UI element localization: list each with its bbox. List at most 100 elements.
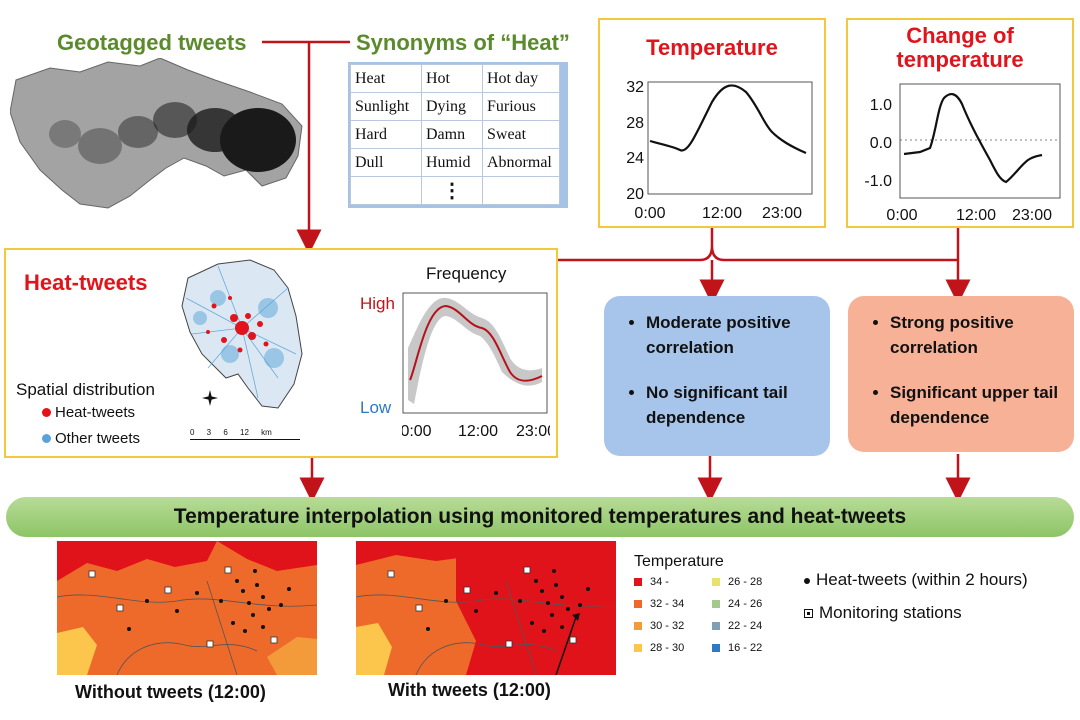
frequency-confidence-band xyxy=(408,297,542,404)
y-tick: 20 xyxy=(626,186,644,203)
legend-heat-label: Heat-tweets xyxy=(55,404,136,421)
change-of-temperature-panel: Change of temperature 1.0 0.0 -1.0 0:00 … xyxy=(846,18,1074,228)
caption-without-tweets: Without tweets (12:00) xyxy=(75,682,266,702)
temperature-curve xyxy=(649,84,807,155)
scale-bar-line xyxy=(190,439,300,440)
y-tick: 0.0 xyxy=(870,135,892,152)
geotagged-tweets-title: Geotagged tweets xyxy=(57,30,247,55)
frequency-title: Frequency xyxy=(426,264,507,283)
temperature-legend-right: 26 - 28 24 - 26 22 - 24 16 - 22 xyxy=(712,576,792,666)
monitoring-stations-label: Monitoring stations xyxy=(819,603,962,622)
legend-label: 28 - 30 xyxy=(650,642,685,654)
frequency-high-label: High xyxy=(360,294,395,313)
temperature-chart: 32 28 24 20 0:00 12:00 23:00 xyxy=(626,79,813,222)
legend-swatch xyxy=(712,578,720,587)
x-tick: 12:00 xyxy=(702,205,742,222)
y-tick: 1.0 xyxy=(870,97,892,114)
tokyo-map-geotagged xyxy=(10,58,303,209)
scale-bar: 0 3 6 12 km xyxy=(190,428,300,440)
change-of-temperature-curve xyxy=(903,93,1043,184)
table-row: Dull Humid Abnormal xyxy=(350,148,560,177)
legend-label: 32 - 34 xyxy=(650,598,685,610)
legend-label: 24 - 26 xyxy=(728,598,763,610)
strong-correlation-box: Strong positive correlation Significant … xyxy=(848,296,1074,452)
legend-monitoring-stations: Monitoring stations xyxy=(804,603,962,623)
legend-dot-other xyxy=(42,434,51,443)
x-tick: 23:00 xyxy=(762,205,802,222)
interpolation-banner: Temperature interpolation using monitore… xyxy=(6,497,1074,537)
legend-item: 22 - 24 xyxy=(712,620,762,632)
legend-item: 26 - 28 xyxy=(712,576,762,588)
caption-with-tweets: With tweets (12:00) xyxy=(388,680,551,700)
x-tick: 23:00 xyxy=(1012,207,1052,224)
heat-tweets-title: Heat-tweets xyxy=(24,270,148,295)
synonym-cell: Furious xyxy=(482,92,560,121)
synonym-cell: Dying xyxy=(421,92,483,121)
synonym-cell: Hot xyxy=(421,64,483,93)
table-row: Heat Hot Hot day xyxy=(350,64,560,93)
x-tick: 0:00 xyxy=(634,205,665,222)
moderate-correlation-box: Moderate positive correlation No signifi… xyxy=(604,296,830,456)
y-tick: -1.0 xyxy=(864,173,892,190)
frequency-curve xyxy=(409,304,543,382)
legend-label: 26 - 28 xyxy=(728,576,763,588)
spatial-distribution-label: Spatial distribution xyxy=(16,380,155,399)
y-tick: 24 xyxy=(626,150,644,167)
legend-item: 32 - 34 xyxy=(634,598,684,610)
legend-item: 16 - 22 xyxy=(712,642,762,654)
legend-label: 34 - xyxy=(650,576,669,588)
legend-label: 30 - 32 xyxy=(650,620,685,632)
table-row: ⋮ xyxy=(350,176,560,205)
synonym-cell: Abnormal xyxy=(482,148,560,177)
synonyms-title: Synonyms of “Heat” xyxy=(356,30,570,55)
legend-dot-heat xyxy=(42,408,51,417)
table-row: Sunlight Dying Furious xyxy=(350,92,560,121)
legend-item: 34 - xyxy=(634,576,669,588)
map-with-tweets xyxy=(356,541,616,675)
synonym-cell: Dull xyxy=(350,148,422,177)
legend-label: 22 - 24 xyxy=(728,620,763,632)
legend-item: 30 - 32 xyxy=(634,620,684,632)
legend-item: 24 - 26 xyxy=(712,598,762,610)
scale-bar-label: 0 3 6 12 km xyxy=(190,428,272,437)
x-tick: 12:00 xyxy=(458,423,498,440)
synonym-cell: Hot day xyxy=(482,64,560,93)
y-tick: 28 xyxy=(626,115,644,132)
frequency-chart: 0:00 12:00 23:00 xyxy=(402,292,550,440)
heat-tweets-marker-label: Heat-tweets (within 2 hours) xyxy=(816,570,1028,589)
legend-heat-tweets-marker: Heat-tweets (within 2 hours) xyxy=(804,570,1028,590)
legend-swatch xyxy=(634,622,642,631)
legend-label: 16 - 22 xyxy=(728,642,763,654)
x-tick: 0:00 xyxy=(886,207,917,224)
synonym-cell: Damn xyxy=(421,120,483,149)
legend-other-tweets: Other tweets xyxy=(42,430,140,447)
synonyms-more-indicator: ⋮ xyxy=(421,176,483,205)
box-item: Moderate positive correlation xyxy=(646,310,816,360)
legend-swatch xyxy=(634,600,642,609)
legend-heat-tweets: Heat-tweets xyxy=(42,404,135,421)
temperature-legend-title: Temperature xyxy=(634,553,724,570)
synonym-cell: Sunlight xyxy=(350,92,422,121)
heat-tweets-panel: Heat-tweets 0 3 6 12 km Spatial distribu… xyxy=(4,248,558,458)
heat-tweet-dot-icon xyxy=(804,577,810,584)
temperature-legend-left: 34 - 32 - 34 30 - 32 28 - 30 xyxy=(634,576,714,666)
box-item: Strong positive correlation xyxy=(890,310,1060,360)
legend-swatch xyxy=(634,578,642,587)
legend-swatch xyxy=(634,644,642,653)
frequency-low-label: Low xyxy=(360,398,392,417)
legend-swatch xyxy=(712,644,720,653)
x-tick: 0:00 xyxy=(402,423,432,440)
legend-swatch xyxy=(712,622,720,631)
change-of-temperature-chart: 1.0 0.0 -1.0 0:00 12:00 23:00 xyxy=(864,83,1061,224)
box-item: Significant upper tail dependence xyxy=(890,380,1060,430)
legend-swatch xyxy=(712,600,720,609)
y-tick: 32 xyxy=(626,79,644,96)
monitoring-station-icon xyxy=(804,609,813,619)
synonym-cell: Hard xyxy=(350,120,422,149)
table-row: Hard Damn Sweat xyxy=(350,120,560,149)
synonym-cell: Sweat xyxy=(482,120,560,149)
synonym-cell: Humid xyxy=(421,148,483,177)
compass-icon xyxy=(202,390,218,406)
synonym-cell: Heat xyxy=(350,64,422,93)
